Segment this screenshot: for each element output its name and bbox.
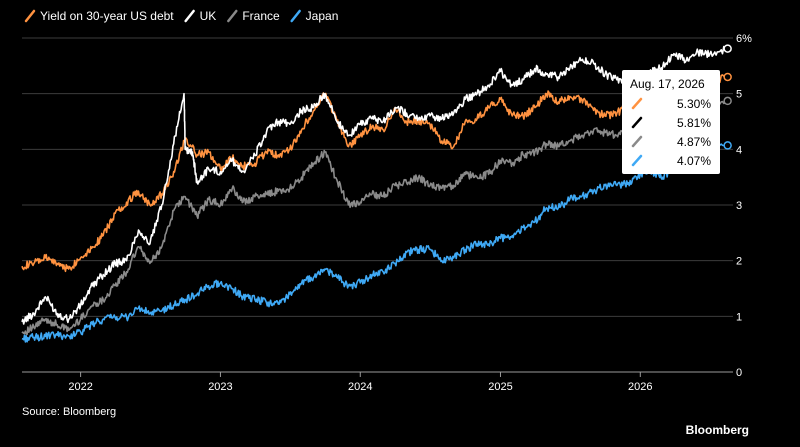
tooltip: Aug. 17, 2026 5.30% 5.81% 4.87% 4.07%: [622, 70, 720, 174]
brand-logo: Bloomberg: [686, 423, 749, 437]
x-tick-label: 2024: [348, 381, 372, 393]
y-tick-label: 4: [736, 144, 742, 156]
x-tick-label: 2022: [68, 381, 92, 393]
legend-swatch: [184, 9, 195, 23]
y-tick-label: 6%: [736, 33, 752, 45]
y-axis: 0 1 2 3 4 5 6%: [736, 33, 752, 379]
tooltip-value: 4.87%: [677, 135, 711, 149]
y-tick-label: 0: [736, 367, 742, 379]
x-tick-label: 2026: [628, 381, 652, 393]
x-tick-label: 2023: [208, 381, 232, 393]
hover-point: [723, 96, 732, 106]
end-markers: [723, 44, 732, 150]
y-tick-label: 2: [736, 256, 742, 268]
y-tick-label: 5: [736, 89, 742, 101]
hover-point: [723, 72, 732, 82]
series-line-yield-on-30-year-us-debt: [21, 74, 729, 273]
source-note: Source: Bloomberg: [22, 406, 116, 418]
x-tick-label: 2025: [488, 381, 512, 393]
tooltip-swatch: [631, 116, 643, 129]
series-line-japan: [21, 143, 729, 343]
legend-label: France: [242, 9, 280, 23]
tooltip-value: 4.07%: [677, 154, 711, 168]
tooltip-swatch: [631, 97, 643, 110]
legend: Yield on 30-year US debt UK France Japan: [24, 9, 339, 23]
legend-label: UK: [200, 9, 217, 23]
series-line-france: [21, 98, 729, 336]
legend-swatch: [290, 9, 301, 23]
series-lines: [21, 45, 729, 343]
legend-label: Japan: [306, 9, 339, 23]
tooltip-swatch: [631, 154, 643, 167]
hover-point: [723, 44, 732, 53]
y-tick-label: 3: [736, 200, 742, 212]
tooltip-box: [622, 70, 720, 174]
tooltip-swatch: [631, 135, 643, 148]
legend-swatch: [227, 9, 238, 23]
series-line-uk: [21, 45, 728, 325]
hover-point: [723, 141, 732, 150]
legend-swatch: [24, 9, 36, 23]
tooltip-date: Aug. 17, 2026: [630, 77, 705, 91]
gridlines: [22, 37, 733, 317]
legend-label: Yield on 30-year US debt: [40, 9, 174, 23]
tooltip-value: 5.30%: [677, 97, 711, 111]
y-tick-label: 1: [736, 311, 742, 323]
x-axis: 2022 2023 2024 2025 2026: [68, 372, 653, 393]
tooltip-rows: 5.30% 5.81% 4.87% 4.07%: [631, 97, 711, 168]
tooltip-value: 5.81%: [677, 116, 711, 130]
